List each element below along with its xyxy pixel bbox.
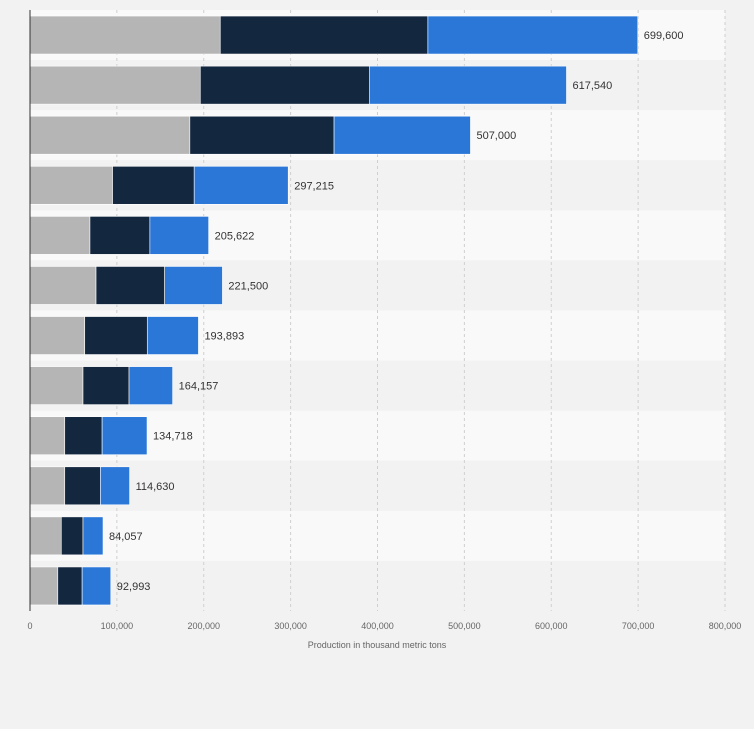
bar-segment-2: [57, 566, 83, 606]
bar-segment-1: [29, 65, 201, 105]
x-tick-label: 300,000: [274, 621, 307, 631]
value-labels: 699,600 617,540 507,000 297,215 205,622 221,5…: [109, 30, 684, 593]
bar-segment-2: [64, 416, 103, 456]
value-label: 699,600: [644, 30, 684, 42]
bar-segment-1: [29, 416, 66, 456]
bar-segment-1: [29, 366, 84, 405]
value-label: 84,057: [109, 531, 143, 543]
bar-segment-2: [60, 516, 84, 556]
x-tick-label: 600,000: [535, 621, 568, 631]
bar-segment-1: [29, 266, 97, 305]
bar-segment-2: [112, 165, 195, 205]
bar-segment-3: [146, 316, 199, 355]
x-tick-labels: 0 100,000 200,000 300,000 400,000 500,000 600,…: [27, 621, 741, 631]
bar-segment-1: [29, 466, 66, 506]
value-label: 164,157: [179, 381, 219, 393]
bar-segment-2: [189, 115, 335, 155]
value-label: 617,540: [572, 80, 612, 92]
value-label: 134,718: [153, 431, 193, 443]
bar-segment-2: [219, 15, 429, 55]
bar-segment-3: [149, 216, 209, 255]
bar-segment-2: [89, 216, 151, 255]
bar-segment-2: [84, 316, 148, 355]
bar-segment-2: [64, 466, 101, 506]
x-tick-label: 800,000: [709, 621, 742, 631]
x-axis-title: Production in thousand metric tons: [308, 640, 447, 650]
bar-segment-3: [100, 466, 130, 506]
bar-segment-2: [95, 266, 165, 305]
value-label: 205,622: [215, 230, 255, 242]
value-label: 507,000: [476, 130, 516, 142]
value-label: 297,215: [294, 180, 334, 192]
bar-segment-3: [128, 366, 173, 405]
bar-segment-1: [29, 15, 221, 55]
gridlines: [116, 10, 726, 611]
x-tick-label: 400,000: [361, 621, 394, 631]
bars: [29, 15, 639, 606]
bar-segment-3: [164, 266, 223, 305]
value-label: 193,893: [204, 331, 244, 343]
bar-segment-1: [29, 316, 86, 355]
bar-segment-3: [101, 416, 148, 456]
bar-segment-1: [29, 165, 113, 205]
bar-segment-2: [82, 366, 130, 405]
x-tick-label: 500,000: [448, 621, 481, 631]
x-tick-label: 100,000: [101, 621, 134, 631]
x-tick-label: 0: [27, 621, 32, 631]
bar-segment-3: [82, 516, 104, 556]
bar-segment-3: [193, 165, 289, 205]
bar-segment-3: [427, 15, 639, 55]
x-tick-label: 200,000: [187, 621, 220, 631]
bar-segment-1: [29, 566, 59, 606]
value-label: 221,500: [228, 280, 268, 292]
bar-segment-3: [333, 115, 471, 155]
bar-segment-1: [29, 115, 191, 155]
bar-segment-2: [199, 65, 370, 105]
bar-segment-3: [81, 566, 112, 606]
bar-segment-1: [29, 216, 91, 255]
x-tick-label: 700,000: [622, 621, 655, 631]
value-label: 92,993: [117, 581, 151, 593]
bar-segment-3: [369, 65, 567, 105]
bar-segment-1: [29, 516, 62, 556]
value-label: 114,630: [136, 481, 175, 493]
